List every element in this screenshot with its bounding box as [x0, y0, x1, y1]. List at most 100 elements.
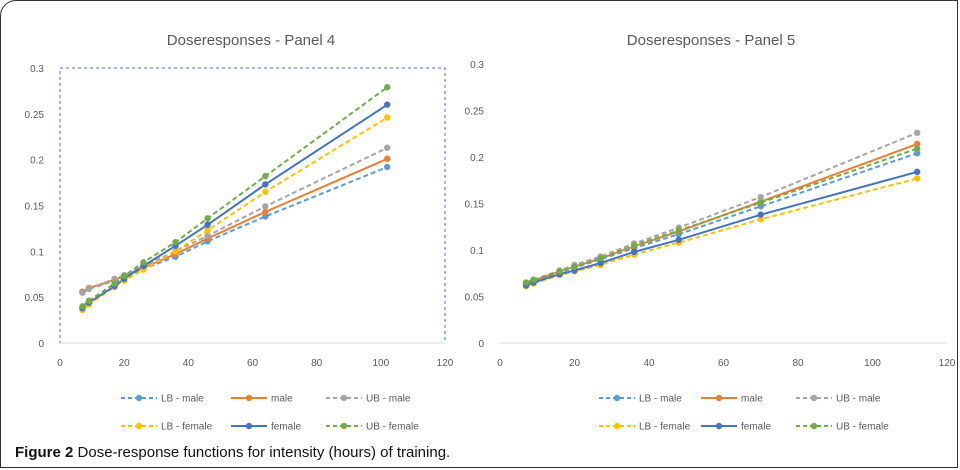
series-line-male [81, 157, 388, 293]
x-tick-label: 20 [119, 358, 131, 369]
data-point [384, 155, 391, 162]
data-point [111, 275, 118, 283]
legend-label: LB - male [639, 394, 682, 405]
data-point [914, 129, 921, 137]
legend-swatch-marker [613, 394, 621, 402]
legend-item: female [701, 422, 771, 433]
data-point [757, 199, 764, 206]
data-point [675, 227, 682, 234]
legend-item: LB - male [599, 394, 682, 405]
data-point [384, 114, 391, 121]
x-tick-label: 120 [437, 358, 454, 369]
data-point [262, 172, 269, 180]
data-point [172, 238, 179, 246]
data-point [522, 279, 530, 286]
data-point [204, 227, 211, 234]
legend-swatch-marker [135, 394, 143, 402]
data-point [85, 285, 93, 293]
x-tick-label: 0 [57, 358, 63, 369]
y-tick-label: 0.05 [465, 293, 485, 304]
y-tick-label: 0.1 [30, 247, 44, 258]
data-point [140, 259, 147, 266]
data-point [757, 193, 764, 201]
x-tick-label: 120 [939, 358, 956, 369]
data-point [914, 140, 921, 148]
legend-item: UB - female [326, 422, 419, 433]
legend-item: LB - female [599, 422, 691, 433]
series-line-lb-female [81, 116, 388, 311]
legend-swatch-marker [340, 394, 348, 402]
legend-label: male [271, 394, 293, 405]
legend-label: LB - male [161, 394, 204, 405]
legend-swatch-marker [135, 422, 143, 430]
legend-item: UB - male [326, 394, 411, 405]
data-point [79, 289, 86, 296]
legend-label: LB - female [639, 422, 691, 433]
legend-label: UB - male [836, 394, 881, 405]
y-tick-label: 0.15 [25, 202, 45, 213]
data-point [597, 259, 604, 267]
x-tick-label: 100 [372, 358, 389, 369]
x-tick-label: 20 [569, 358, 581, 369]
x-tick-label: 60 [718, 358, 730, 369]
data-point [384, 144, 391, 151]
data-point [571, 263, 578, 270]
y-tick-label: 0.25 [25, 110, 45, 121]
data-point [85, 297, 93, 305]
x-tick-label: 40 [183, 358, 195, 369]
legend-swatch-marker [245, 394, 253, 402]
series-line-ub-female [525, 147, 918, 284]
data-point [384, 84, 391, 91]
x-tick-label: 100 [864, 358, 881, 369]
data-point [630, 242, 638, 249]
data-point [597, 255, 604, 262]
data-point [262, 213, 269, 220]
series-line-male [525, 143, 918, 285]
data-point [172, 248, 179, 255]
y-tick-label: 0.3 [470, 60, 484, 71]
figure-caption-text: Dose-response functions for intensity (h… [77, 444, 451, 461]
y-tick-label: 0.3 [30, 64, 44, 75]
legend-label: LB - female [161, 422, 213, 433]
data-point [630, 248, 638, 256]
series-line-lb-female [525, 177, 918, 288]
data-point [204, 215, 211, 222]
data-point [79, 303, 86, 310]
y-tick-label: 0.1 [470, 246, 484, 257]
data-point [675, 236, 682, 243]
y-tick-label: 0.2 [30, 156, 44, 167]
legend-swatch-marker [715, 394, 723, 402]
y-tick-label: 0.2 [470, 153, 484, 164]
plot-area-selection-border [59, 67, 446, 344]
data-point [914, 168, 921, 176]
legend-swatch-marker [810, 394, 818, 402]
legend-swatch-marker [245, 422, 253, 430]
x-tick-label: 80 [792, 358, 804, 369]
legend-label: UB - female [366, 422, 419, 433]
charts-canvas: Doseresponses - Panel 4 0 0.05 0.1 0.15 0.2 0.… [25, 32, 956, 433]
data-point [120, 272, 128, 280]
y-tick-label: 0.05 [25, 293, 45, 304]
legend-label: UB - female [836, 422, 889, 433]
legend-label: female [271, 422, 301, 433]
data-point [262, 208, 269, 216]
chart-title: Doseresponses - Panel 5 [627, 32, 795, 49]
x-tick-label: 40 [643, 358, 655, 369]
legend-swatch-marker [340, 422, 348, 430]
data-point [262, 203, 269, 210]
figure-caption: Figure 2 Dose-response functions for int… [15, 444, 450, 461]
chart-panel-2: Doseresponses - Panel 5 0 0.05 0.1 0.15 0.2 0.… [465, 32, 956, 433]
data-point [556, 268, 563, 275]
data-point [384, 163, 391, 171]
legend-swatch-marker [810, 422, 818, 430]
data-point [914, 145, 921, 152]
series-line-ub-male [81, 146, 388, 294]
chart-panel-1: Doseresponses - Panel 4 0 0.05 0.1 0.15 0.2 0.… [25, 32, 454, 433]
legend-item: female [231, 422, 301, 433]
y-tick-label: 0.25 [465, 107, 485, 118]
series-line-ub-male [525, 131, 918, 284]
legend-item: LB - female [121, 422, 213, 433]
x-tick-label: 60 [247, 358, 259, 369]
data-point [262, 181, 269, 188]
series-line-female [525, 170, 918, 287]
